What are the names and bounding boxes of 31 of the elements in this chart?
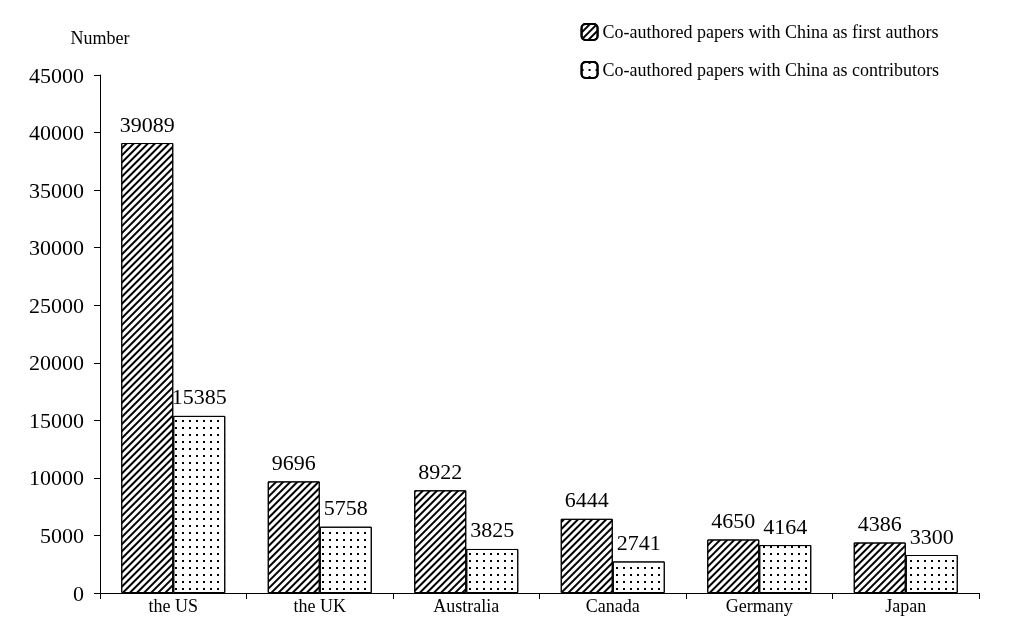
y-tick-label: 35000 [29, 177, 84, 203]
y-tick-label: 45000 [29, 62, 84, 88]
y-tick-label: 15000 [29, 407, 84, 433]
legend-label: Co-authored papers with China as first authors [602, 22, 939, 42]
data-label: 15385 [171, 384, 227, 410]
x-tick-label: Germany [725, 596, 793, 616]
y-axis-title: Number [70, 28, 130, 48]
data-label: 3300 [909, 523, 954, 549]
x-tick-label: Australia [433, 596, 500, 616]
data-label: 2741 [616, 529, 661, 555]
x-tick-label: Canada [585, 596, 640, 616]
data-label: 4164 [763, 513, 808, 539]
y-tick-label: 20000 [29, 350, 84, 376]
y-tick-label: 40000 [29, 120, 84, 146]
data-label: 8922 [418, 458, 463, 484]
data-label: 6444 [564, 487, 609, 513]
x-tick-label: the UK [293, 596, 346, 616]
y-tick-label: 30000 [29, 235, 84, 261]
y-tick-label: 0 [73, 580, 84, 606]
y-tick-label: 5000 [40, 522, 84, 548]
x-tick-label: the US [148, 596, 198, 616]
data-label: 39089 [119, 111, 175, 137]
y-tick-label: 25000 [29, 292, 84, 318]
y-tick-label: 10000 [29, 465, 84, 491]
data-label: 3825 [470, 517, 515, 543]
data-label: 5758 [323, 495, 368, 521]
legend-label: Co-authored papers with China as contributors [602, 60, 940, 80]
data-label: 4386 [857, 511, 902, 537]
data-label: 9696 [271, 449, 316, 475]
x-tick-label: Japan [885, 596, 927, 616]
data-label: 4650 [711, 507, 756, 533]
